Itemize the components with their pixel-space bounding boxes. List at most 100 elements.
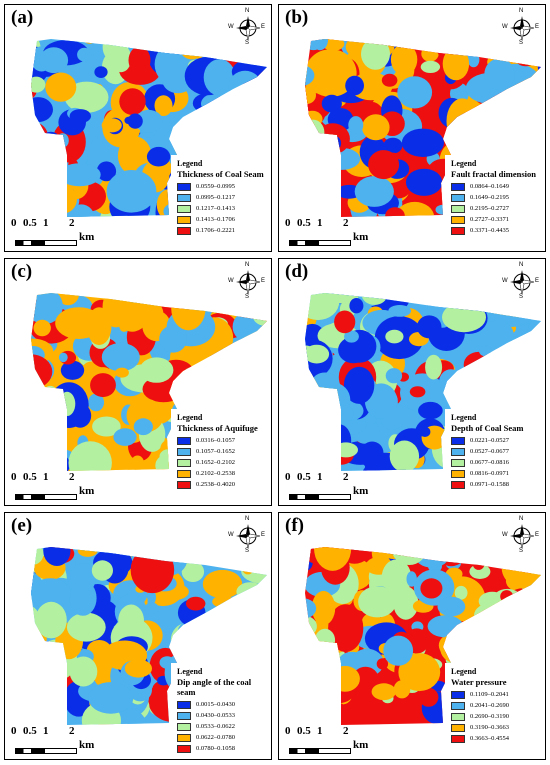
compass-w: W xyxy=(228,24,234,30)
raster-patch xyxy=(31,547,44,565)
legend-swatch xyxy=(177,447,191,456)
raster-patch xyxy=(32,683,65,717)
raster-patch xyxy=(128,46,151,75)
raster-patch xyxy=(197,634,231,664)
raster-patch xyxy=(55,307,103,339)
raster-patch xyxy=(186,596,206,611)
raster-patch xyxy=(31,177,46,202)
raster-patch xyxy=(31,384,53,420)
raster-patch xyxy=(66,612,106,642)
legend-swatch xyxy=(451,193,465,202)
raster-patch xyxy=(47,184,77,214)
legend-title: Legend xyxy=(177,413,203,422)
legend: Legend Thickness of Coal Seam 0.0559–0.099… xyxy=(171,155,271,249)
raster-patch xyxy=(490,357,512,373)
raster-patch xyxy=(480,320,514,349)
raster-patch xyxy=(305,617,309,632)
raster-patch xyxy=(252,644,266,658)
raster-patch xyxy=(133,418,153,436)
panel-label: (a) xyxy=(11,7,34,28)
raster-patch xyxy=(479,618,503,642)
raster-patch xyxy=(124,659,152,678)
scale-tick-label: 1 xyxy=(43,471,49,483)
legend-range-label: 0.2041–0.2690 xyxy=(470,701,509,709)
raster-patch xyxy=(327,702,347,717)
raster-patch xyxy=(39,47,69,74)
scale-tick-label: 1 xyxy=(43,725,49,737)
raster-patch xyxy=(349,298,364,314)
scale-tick-label: 2 xyxy=(343,725,349,737)
raster-patch xyxy=(50,138,65,157)
compass-w: W xyxy=(228,532,234,538)
raster-patch xyxy=(486,39,504,55)
raster-patch xyxy=(362,114,390,141)
raster-patch xyxy=(243,605,267,642)
raster-patch xyxy=(225,343,266,378)
raster-patch xyxy=(508,135,524,152)
raster-patch xyxy=(528,320,541,332)
legend-swatch xyxy=(177,480,191,489)
raster-patch xyxy=(461,120,474,133)
legend-range-label: 0.0015–0.0430 xyxy=(196,700,235,708)
legend-item: 0.0316–0.1057 xyxy=(177,435,265,446)
legend-item: 0.0971–0.1588 xyxy=(451,479,539,490)
raster-patch xyxy=(520,621,541,655)
legend-title: Legend xyxy=(451,159,477,168)
legend-range-label: 0.0780–0.1058 xyxy=(196,744,235,752)
legend-swatch xyxy=(177,469,191,478)
scale-tick-label: 0.5 xyxy=(23,471,37,483)
raster-patch xyxy=(460,380,470,390)
raster-patch xyxy=(344,330,359,343)
raster-patch xyxy=(305,142,325,165)
legend-item: 0.1706–0.2221 xyxy=(177,225,265,236)
raster-patch xyxy=(221,99,241,124)
raster-patch xyxy=(223,113,267,154)
raster-patch xyxy=(508,625,541,648)
raster-patch xyxy=(371,683,396,701)
raster-patch xyxy=(328,604,364,652)
raster-patch xyxy=(385,368,403,384)
raster-patch xyxy=(230,398,249,408)
raster-patch xyxy=(188,642,203,659)
legend-range-label: 0.0430–0.0533 xyxy=(196,711,235,719)
raster-patch xyxy=(146,146,171,167)
scale-tick-label: 0 xyxy=(11,471,17,483)
north-arrow-icon: N S E W xyxy=(228,262,266,301)
raster-patch xyxy=(204,613,233,645)
raster-patch xyxy=(31,415,36,429)
raster-patch xyxy=(96,161,117,182)
legend-item: 0.0864–0.1649 xyxy=(451,181,539,192)
raster-patch xyxy=(305,655,313,673)
compass-w: W xyxy=(502,532,508,538)
raster-patch xyxy=(183,388,202,405)
legend: Legend Water pressure 0.1109–0.2041 0.2041–… xyxy=(445,663,545,757)
map-panel-d: (d) N S E W Legend Depth of Coal Seam 0.0221–0.… xyxy=(278,258,546,506)
scale-tick-label: 0 xyxy=(11,725,17,737)
legend-range-label: 0.0995–0.1217 xyxy=(196,193,235,201)
compass-s: S xyxy=(519,40,524,46)
scale-unit: km xyxy=(79,739,95,751)
raster-patch xyxy=(236,125,264,155)
raster-patch xyxy=(91,560,113,581)
raster-patch xyxy=(383,137,403,154)
raster-patch xyxy=(360,441,384,465)
raster-patch xyxy=(471,631,499,663)
raster-patch xyxy=(518,644,538,662)
raster-patch xyxy=(31,677,55,711)
legend-range-label: 0.3371–0.4435 xyxy=(470,226,509,234)
legend-swatch xyxy=(451,436,465,445)
raster-patch xyxy=(223,347,255,378)
raster-patch xyxy=(133,39,157,45)
raster-patch xyxy=(92,416,121,437)
raster-patch xyxy=(203,59,236,96)
legend-title: Legend xyxy=(177,159,203,168)
raster-patch xyxy=(67,204,96,217)
raster-patch xyxy=(486,125,516,150)
raster-patch xyxy=(496,92,516,118)
raster-patch xyxy=(486,604,523,642)
legend-item: 0.2538–0.4020 xyxy=(177,479,265,490)
raster-patch xyxy=(509,129,527,142)
raster-patch xyxy=(159,325,188,353)
raster-patch xyxy=(352,666,379,690)
raster-patch xyxy=(345,75,364,96)
